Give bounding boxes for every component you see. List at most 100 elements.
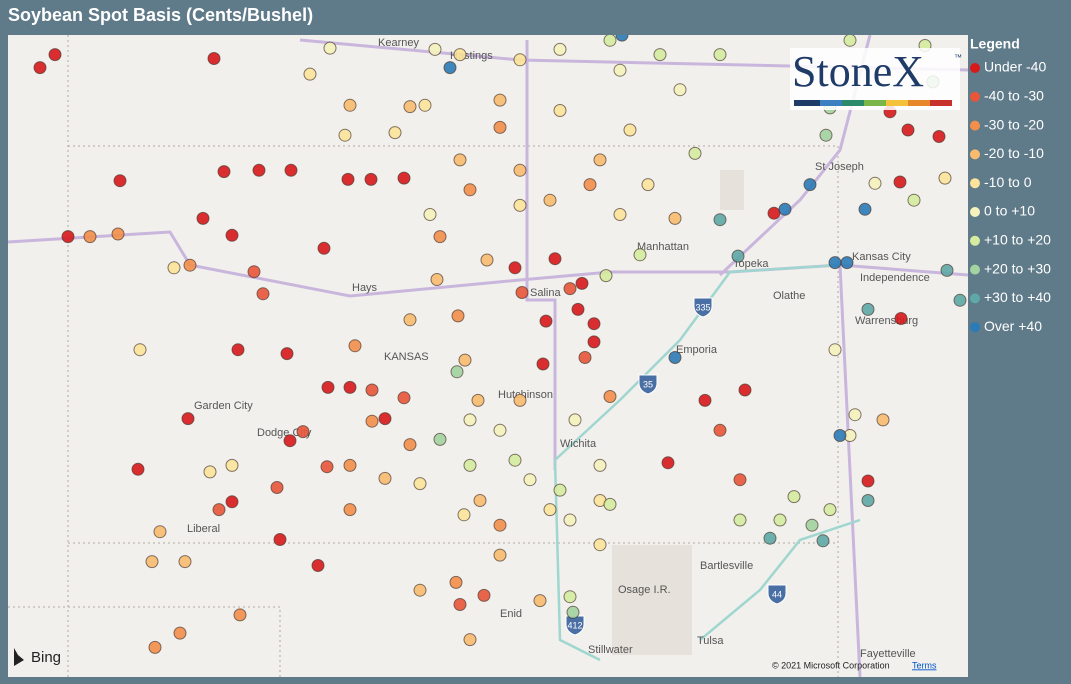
- bing-label: Bing: [31, 649, 61, 666]
- basis-point: [593, 458, 607, 472]
- place-label: Warrensburg: [855, 315, 918, 327]
- basis-point: [403, 438, 417, 452]
- logo-stripe: [886, 100, 908, 106]
- highway-shield: [565, 615, 585, 636]
- basis-point: [173, 626, 187, 640]
- bing-icon: [14, 648, 24, 666]
- legend-swatch: [970, 235, 980, 246]
- basis-point: [613, 208, 627, 221]
- basis-point: [428, 42, 442, 56]
- basis-point: [343, 503, 357, 517]
- legend-swatch: [970, 120, 980, 131]
- basis-point: [858, 202, 872, 216]
- basis-point: [480, 253, 494, 267]
- basis-point: [861, 302, 875, 316]
- basis-point: [615, 35, 629, 42]
- place-label: Wichita: [560, 438, 597, 450]
- basis-point: [583, 178, 597, 192]
- basis-point: [203, 465, 217, 479]
- basis-point: [513, 53, 527, 67]
- legend-label: +10 to +20: [984, 232, 1051, 248]
- basis-point: [430, 273, 444, 286]
- basis-point: [453, 153, 467, 167]
- basis-point: [861, 474, 875, 488]
- basis-point: [378, 412, 392, 426]
- basis-point: [513, 198, 527, 212]
- logo-background: [790, 48, 960, 110]
- basis-point: [233, 608, 247, 622]
- logo-stripe: [842, 100, 864, 106]
- basis-point: [940, 263, 954, 277]
- basis-point: [840, 256, 854, 270]
- basis-point: [513, 163, 527, 177]
- basis-point: [493, 548, 507, 562]
- basis-point: [388, 126, 402, 140]
- basis-point: [713, 423, 727, 437]
- basis-point: [767, 206, 781, 220]
- basis-point: [893, 175, 907, 189]
- highway-number: 44: [772, 589, 782, 599]
- basis-point: [343, 458, 357, 472]
- basis-point: [508, 261, 522, 275]
- basis-point: [593, 538, 607, 552]
- basis-point: [284, 163, 298, 177]
- legend-label: 0 to +10: [984, 203, 1035, 219]
- place-label: Enid: [500, 608, 522, 620]
- basis-point: [733, 513, 747, 527]
- basis-point: [311, 559, 325, 572]
- legend-label: Under -40: [984, 59, 1046, 75]
- logo-stripe: [794, 100, 820, 106]
- basis-point: [536, 357, 550, 371]
- legend-swatch: [970, 149, 980, 160]
- basis-point: [397, 171, 411, 185]
- basis-point: [894, 312, 908, 325]
- basis-point: [575, 276, 589, 290]
- basis-point: [48, 48, 62, 62]
- highway-number: 35: [643, 379, 653, 389]
- basis-point: [833, 429, 847, 442]
- basis-point: [181, 412, 195, 426]
- place-label: Osage I.R.: [618, 584, 671, 596]
- basis-point: [413, 477, 427, 491]
- basis-point: [805, 518, 819, 532]
- place-label: Tulsa: [697, 635, 724, 647]
- basis-point: [433, 230, 447, 244]
- basis-point: [212, 503, 226, 517]
- basis-point: [553, 42, 567, 56]
- basis-point: [364, 172, 378, 186]
- terms-link[interactable]: Terms: [912, 660, 937, 670]
- basis-point: [348, 339, 362, 353]
- basis-point: [787, 490, 801, 504]
- place-label: Liberal: [187, 523, 220, 535]
- basis-point: [225, 228, 239, 242]
- basis-point: [471, 393, 485, 407]
- basis-point: [493, 423, 507, 437]
- logo-stripe: [930, 100, 952, 106]
- basis-point: [515, 286, 529, 299]
- basis-point: [568, 413, 582, 427]
- basis-point: [283, 434, 297, 448]
- basis-point: [403, 313, 417, 327]
- logo-stripe: [820, 100, 842, 106]
- basis-point: [513, 393, 527, 407]
- highway-shield: [693, 297, 713, 318]
- basis-point: [553, 483, 567, 497]
- basis-point: [341, 172, 355, 186]
- basis-point: [273, 533, 287, 546]
- basis-point: [463, 413, 477, 427]
- basis-point: [816, 534, 830, 548]
- basis-point: [673, 83, 687, 97]
- basis-point: [868, 176, 882, 190]
- basis-point: [493, 518, 507, 532]
- basis-point: [225, 458, 239, 472]
- basis-point: [603, 390, 617, 403]
- place-label: Manhattan: [637, 241, 689, 253]
- basis-point: [623, 123, 637, 137]
- legend: Under -40 -40 to -30 -30 to -20 -20 to -10 -…: [970, 59, 1051, 334]
- basis-point: [731, 249, 745, 263]
- basis-point: [323, 41, 337, 55]
- basis-point: [196, 211, 210, 225]
- reservation-area: [612, 545, 692, 655]
